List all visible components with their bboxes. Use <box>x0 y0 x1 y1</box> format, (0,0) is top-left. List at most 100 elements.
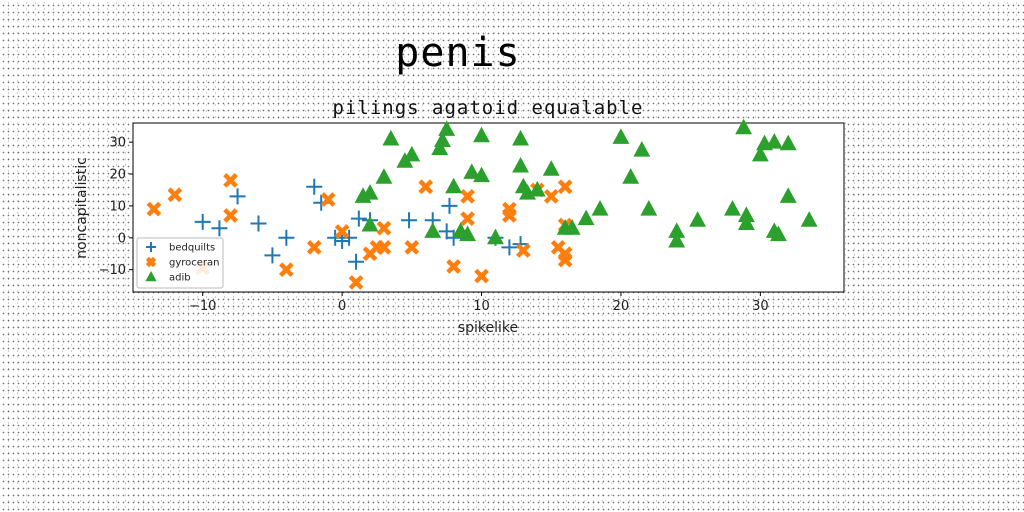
point-x-1-29 <box>557 252 573 268</box>
point-triangle-2-35 <box>724 200 741 216</box>
point-plus-0-8 <box>327 229 344 246</box>
point-plus-0-3 <box>250 215 267 232</box>
y-tick-label-2: 10 <box>109 199 126 214</box>
point-x-1-1 <box>167 187 183 203</box>
point-triangle-2-39 <box>751 145 769 162</box>
legend-marker-2 <box>145 270 157 282</box>
point-plus-0-6 <box>306 178 323 195</box>
point-triangle-2-9 <box>434 131 451 148</box>
y-axis-label: noncapitalistic <box>74 157 90 259</box>
legend-box <box>136 237 224 289</box>
point-x-1-22 <box>516 243 531 258</box>
x-axis-ticks: −10 0 10 20 30 <box>189 292 769 314</box>
point-triangle-2-13 <box>459 225 477 242</box>
x-tick-label-3: 20 <box>613 299 630 314</box>
figure-title: penis <box>395 30 521 76</box>
point-triangle-2-17 <box>487 228 504 245</box>
point-x-1-17 <box>460 211 475 227</box>
point-x-1-9 <box>348 275 364 290</box>
point-plus-0-0 <box>194 213 211 230</box>
point-triangle-2-33 <box>668 231 686 248</box>
point-triangle-2-28 <box>612 128 630 144</box>
point-x-1-28 <box>557 179 573 195</box>
point-triangle-2-29 <box>622 168 640 184</box>
legend-label-0: bedquilts <box>169 243 215 254</box>
point-triangle-2-11 <box>445 177 463 194</box>
point-triangle-2-38 <box>735 118 753 135</box>
y-axis-ticks: −10 0 10 20 30 <box>99 136 133 278</box>
point-triangle-2-3 <box>375 168 393 184</box>
point-triangle-2-8 <box>431 139 449 156</box>
point-triangle-2-2 <box>361 215 379 232</box>
x-tick-label-2: 10 <box>473 299 490 314</box>
data-points <box>146 118 818 290</box>
point-triangle-2-6 <box>403 145 421 162</box>
point-triangle-2-18 <box>512 129 530 146</box>
point-x-1-13 <box>376 240 392 255</box>
point-triangle-2-44 <box>779 134 797 151</box>
x-tick-label-1: 0 <box>338 299 346 314</box>
point-triangle-2-46 <box>800 211 818 227</box>
point-x-1-15 <box>418 179 434 195</box>
y-tick-label-4: 30 <box>109 136 126 151</box>
point-triangle-2-16 <box>473 166 490 183</box>
point-triangle-2-7 <box>424 222 442 238</box>
chart-title: pilings agatoid equalable <box>333 97 644 119</box>
point-x-1-16 <box>446 259 461 274</box>
point-plus-0-17 <box>441 197 458 214</box>
point-triangle-2-1 <box>361 184 379 200</box>
point-x-1-6 <box>306 240 322 255</box>
point-triangle-2-34 <box>689 211 707 227</box>
point-plus-0-16 <box>438 223 455 240</box>
legend-label-2: adib <box>169 273 191 284</box>
point-x-1-8 <box>334 224 350 239</box>
y-tick-label-3: 20 <box>109 168 126 183</box>
point-triangle-2-30 <box>633 141 651 157</box>
point-triangle-2-27 <box>591 200 609 216</box>
point-plus-0-5 <box>278 229 295 246</box>
point-triangle-2-22 <box>528 180 546 197</box>
point-plus-0-2 <box>229 188 246 205</box>
point-x-1-24 <box>543 188 559 204</box>
point-triangle-2-41 <box>765 133 783 149</box>
legend-marker-1 <box>145 256 157 268</box>
point-triangle-2-31 <box>640 200 658 216</box>
legend: bedquilts gyroceran adib <box>136 237 224 289</box>
point-plus-0-9 <box>334 232 351 249</box>
point-triangle-2-14 <box>463 163 481 179</box>
y-tick-label-1: 0 <box>118 231 126 246</box>
point-triangle-2-10 <box>438 120 456 136</box>
point-triangle-2-19 <box>512 156 530 173</box>
point-x-1-5 <box>279 262 294 278</box>
point-plus-0-10 <box>341 229 358 246</box>
point-triangle-2-37 <box>737 214 755 230</box>
point-triangle-2-4 <box>382 129 400 146</box>
point-plus-0-4 <box>264 247 281 264</box>
point-x-1-21 <box>502 208 517 223</box>
point-x-1-18 <box>460 188 475 204</box>
x-tick-label-0: −10 <box>189 299 216 314</box>
point-triangle-2-15 <box>473 126 490 143</box>
point-triangle-2-26 <box>577 209 595 226</box>
point-x-1-3 <box>223 173 238 188</box>
x-axis-label: spikelike <box>458 320 518 336</box>
point-triangle-2-43 <box>770 225 787 242</box>
point-x-1-4 <box>223 208 238 223</box>
point-plus-0-14 <box>401 212 418 229</box>
point-plus-0-11 <box>348 253 365 270</box>
point-x-1-14 <box>404 240 420 255</box>
point-triangle-2-45 <box>779 187 797 203</box>
point-triangle-2-25 <box>563 219 581 235</box>
y-tick-label-0: −10 <box>99 263 126 278</box>
point-plus-0-20 <box>501 239 518 256</box>
legend-marker-0 <box>146 242 156 252</box>
point-x-1-7 <box>320 192 336 207</box>
legend-label-1: gyroceran <box>169 258 220 269</box>
point-x-1-0 <box>146 201 162 217</box>
point-x-1-12 <box>376 220 392 236</box>
plot-frame <box>132 122 845 293</box>
point-x-1-19 <box>474 268 489 284</box>
point-plus-0-1 <box>211 220 228 237</box>
point-triangle-2-23 <box>542 160 560 176</box>
